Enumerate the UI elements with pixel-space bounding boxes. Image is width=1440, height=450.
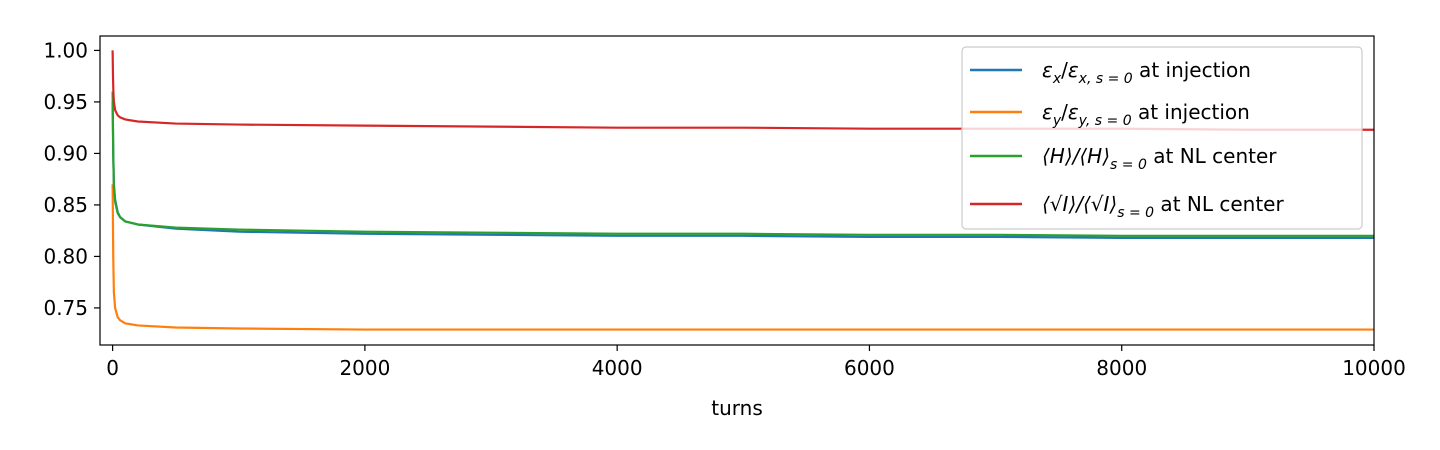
y-axis: 0.75 0.80 0.85 0.90 0.95 1.00 (43, 38, 100, 320)
x-axis-label: turns (711, 396, 762, 420)
legend-entry-3: ⟨H⟩/⟨H⟩s = 0 at NL center (1042, 144, 1277, 173)
x-tick-label: 0 (106, 356, 119, 380)
series-line-3 (111, 91, 1374, 237)
y-tick-label: 1.00 (43, 38, 88, 62)
legend: εx/εx, s = 0 at injection εy/εy, s = 0 at… (961, 46, 1363, 230)
x-tick-label: 2000 (339, 356, 390, 380)
legend-entry-4: ⟨√I⟩/⟨√I⟩s = 0 at NL center (1042, 192, 1284, 221)
x-tick-label: 8000 (1096, 356, 1147, 380)
legend-entry-1: εx/εx, s = 0 at injection (1042, 58, 1251, 87)
x-tick-label: 10000 (1342, 356, 1406, 380)
y-tick-label: 0.80 (43, 244, 88, 268)
legend-entry-2: εy/εy, s = 0 at injection (1042, 100, 1250, 129)
y-tick-label: 0.75 (43, 296, 88, 320)
y-tick-label: 0.95 (43, 90, 88, 114)
series-line-2 (111, 184, 1374, 331)
x-tick-label: 4000 (592, 356, 643, 380)
x-axis: 0 2000 4000 6000 8000 10000 (106, 345, 1406, 380)
y-tick-label: 0.90 (43, 141, 88, 165)
y-tick-label: 0.85 (43, 193, 88, 217)
plot-frame (99, 35, 1375, 346)
legend-box (961, 46, 1363, 230)
x-tick-label: 6000 (844, 356, 895, 380)
